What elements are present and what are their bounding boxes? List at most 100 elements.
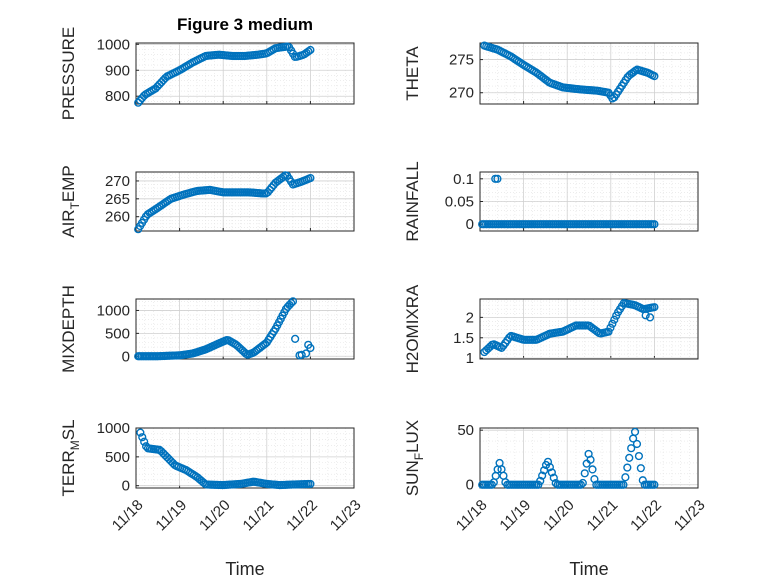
y-axis-label: RAINFALL xyxy=(403,161,422,241)
x-tick-label: 11/19 xyxy=(152,497,190,535)
y-tick-label: 1000 xyxy=(97,302,130,319)
x-tick-label: 11/22 xyxy=(627,497,665,535)
y-axis-label: MIXDEPTH xyxy=(59,285,78,373)
subplot-2: 270 275 THETA xyxy=(403,41,699,105)
data-point xyxy=(306,45,315,55)
y-tick-label: 500 xyxy=(105,449,130,466)
data-point xyxy=(619,480,628,489)
data-point xyxy=(301,349,311,358)
axes-frame xyxy=(135,171,355,232)
subplot-1: 800 900 1000 PRESSURE xyxy=(59,27,355,121)
axes-frame xyxy=(135,427,355,489)
y-tick-label: 265 xyxy=(105,191,130,208)
x-tick-label: 11/21 xyxy=(584,497,622,535)
y-axis-label: PRESSURE xyxy=(59,27,78,121)
x-tick-label: 11/21 xyxy=(240,497,278,535)
y-tick-label: 1.5 xyxy=(453,330,474,347)
data-point xyxy=(493,174,502,183)
y-tick-label: 1000 xyxy=(97,36,130,53)
data-point xyxy=(505,333,514,342)
x-tick-label: 11/18 xyxy=(453,497,491,535)
data-point xyxy=(136,428,145,437)
y-tick-label: 800 xyxy=(105,88,130,105)
data-point xyxy=(291,334,300,343)
x-tick-label: 11/20 xyxy=(196,497,234,535)
y-axis-label: TERRMSL xyxy=(59,419,82,496)
y-axis-label: H2OMIXRA xyxy=(403,284,422,373)
axes-frame xyxy=(479,171,699,232)
data-point xyxy=(287,299,296,308)
axes-frame xyxy=(135,42,355,105)
subplot-4: 0 0.05 0.1 RAINFALL xyxy=(403,161,699,242)
y-tick-label: 0.1 xyxy=(453,171,474,188)
axes-background xyxy=(479,42,699,105)
y-tick-label: 1000 xyxy=(97,420,130,437)
data-point xyxy=(538,471,547,480)
data-point xyxy=(650,72,659,81)
data-point xyxy=(608,319,617,328)
data-point xyxy=(630,427,640,436)
data-point xyxy=(545,463,555,472)
data-point xyxy=(543,457,553,466)
data-point xyxy=(645,313,655,322)
y-tick-label: 270 xyxy=(105,173,130,190)
data-point xyxy=(586,455,595,464)
data-point xyxy=(650,303,659,312)
data-point xyxy=(536,476,545,486)
data-point xyxy=(288,297,298,306)
y-tick-label: 900 xyxy=(105,62,130,79)
data-point xyxy=(306,479,315,489)
data-point xyxy=(632,439,642,449)
y-axis-label: SUNFLUX xyxy=(403,420,426,496)
data-point xyxy=(576,480,585,489)
data-point xyxy=(578,478,587,488)
subplot-6: 1 1.5 2 H2OMIXRA xyxy=(403,284,699,373)
axes-frame xyxy=(135,298,355,360)
y-tick-label: 0 xyxy=(466,216,474,233)
subplot-5: 0 500 1000 MIXDEPTH xyxy=(59,285,355,373)
y-tick-label: 260 xyxy=(105,209,130,226)
y-tick-label: 0 xyxy=(122,348,130,365)
y-tick-label: 500 xyxy=(105,325,130,342)
data-point xyxy=(306,343,315,353)
data-point xyxy=(650,480,659,489)
data-point xyxy=(547,468,556,477)
x-axis-label-left: Time xyxy=(225,559,264,579)
data-point xyxy=(588,465,597,474)
y-axis-label: THETA xyxy=(403,46,422,101)
y-tick-label: 2 xyxy=(466,309,474,326)
y-tick-label: 1 xyxy=(466,350,474,367)
data-point xyxy=(304,47,313,56)
subplot-8: 0 50 SUNFLUX 11/18 11/19 11/20 11/21 11/22 11/23 xyxy=(403,420,709,535)
data-point xyxy=(297,350,306,359)
data-point xyxy=(140,437,149,446)
data-point xyxy=(497,343,506,352)
x-tick-label: 11/23 xyxy=(327,497,365,535)
data-point xyxy=(263,188,272,197)
y-tick-label: 0.05 xyxy=(445,194,474,211)
data-point xyxy=(610,315,619,324)
y-tick-label: 270 xyxy=(449,85,474,102)
y-tick-label: 0 xyxy=(466,477,474,494)
data-point xyxy=(634,451,644,461)
data-point xyxy=(487,480,496,489)
data-point xyxy=(580,469,589,478)
data-point xyxy=(138,433,147,442)
data-point xyxy=(621,473,630,482)
data-point xyxy=(636,464,645,473)
data-point xyxy=(306,173,315,183)
x-tick-label: 11/19 xyxy=(496,497,534,535)
y-tick-label: 275 xyxy=(449,52,474,69)
y-tick-label: 0 xyxy=(122,478,130,495)
x-tick-label: 11/20 xyxy=(540,497,578,535)
y-tick-label: 50 xyxy=(457,422,474,439)
x-axis-label-right: Time xyxy=(569,559,608,579)
data-point xyxy=(623,463,632,472)
data-point xyxy=(650,220,659,229)
data-point xyxy=(625,453,634,462)
axes-frame xyxy=(479,42,699,105)
axes-frame xyxy=(479,298,699,360)
data-point xyxy=(265,185,274,194)
